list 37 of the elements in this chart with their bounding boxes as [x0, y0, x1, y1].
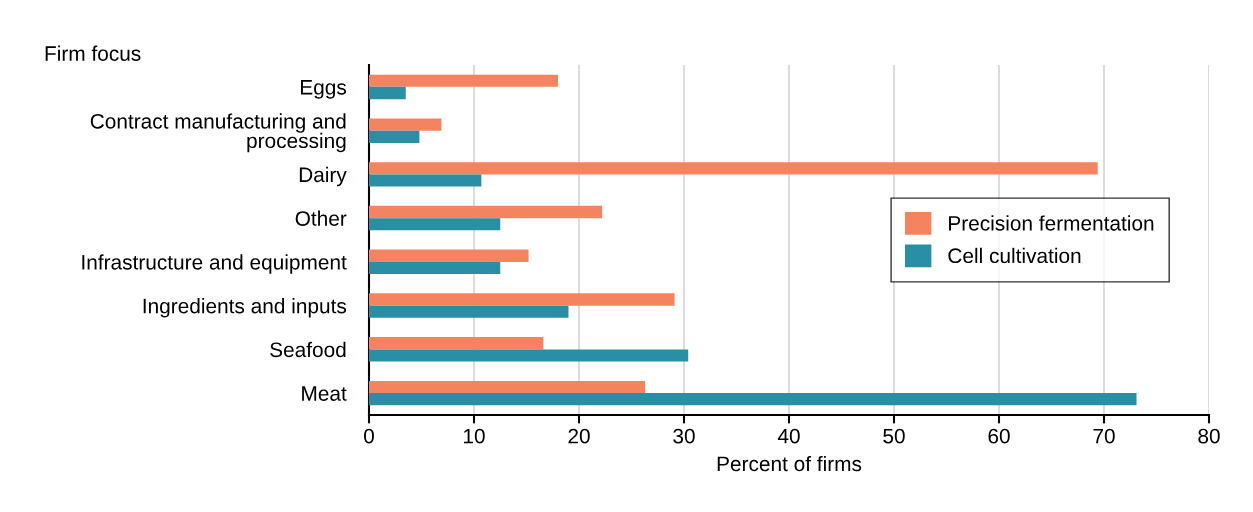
y-tick-label: Eggs [301, 80, 347, 99]
bar [369, 380, 646, 394]
bar [369, 162, 1098, 175]
y-tick-label: Infrastructure and equipment [82, 254, 347, 274]
bar [369, 261, 501, 275]
legend-label: Precision fermentation [949, 215, 1154, 231]
bar [369, 174, 482, 187]
bar [369, 293, 675, 306]
bar [369, 349, 689, 362]
bar [369, 337, 544, 350]
y-tick-label: Other [295, 210, 347, 226]
y-tick-label: Contract manufacturing and processing [90, 113, 346, 153]
y-tick-label: Meat [302, 386, 347, 401]
x-tick-label: 10 [464, 428, 485, 444]
y-tick-label: Ingredients and inputs [143, 298, 347, 318]
x-tick-label: 80 [1198, 428, 1220, 444]
x-tick-label: 30 [673, 428, 695, 444]
bar [369, 86, 406, 100]
bar [369, 205, 603, 219]
x-tick-label: 40 [777, 428, 800, 444]
bar [369, 118, 442, 131]
bar [369, 249, 529, 262]
x-tick-label: 20 [568, 428, 590, 444]
bar [369, 218, 501, 231]
y-tick-label: Dairy [299, 166, 347, 187]
bar [369, 305, 569, 318]
x-tick-label: 70 [1093, 428, 1115, 444]
y-axis-title: Firm focus [45, 45, 141, 61]
legend-label: Cell cultivation [948, 247, 1081, 264]
x-tick-label: 50 [883, 428, 905, 444]
bar [369, 74, 558, 87]
x-axis-title: Percent of firms [717, 455, 862, 472]
y-tick-label: Seafood [270, 341, 346, 358]
x-tick-label: 0 [364, 428, 374, 444]
x-tick-label: 60 [988, 428, 1010, 444]
bar [369, 393, 1137, 406]
bar [369, 130, 420, 143]
